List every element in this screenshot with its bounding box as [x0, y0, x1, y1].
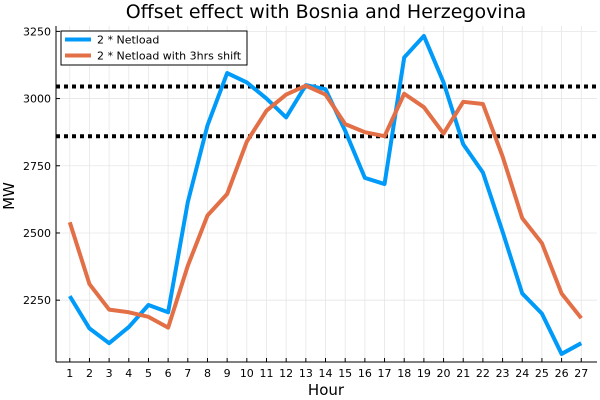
- tick-labels: 1 2 3 4 5 6 7 8 9 10 11 12 13 14 15 16 17 18 19 20 21 22 23 24 2…: [23, 25, 588, 380]
- x-tick-label: 12: [279, 367, 293, 380]
- y-tick-label: 2250: [23, 294, 51, 307]
- axes: [55, 26, 597, 363]
- chart-title: Offset effect with Bosnia and Herzegovin…: [126, 1, 527, 23]
- x-tick-label: 20: [437, 367, 451, 380]
- y-axis-label: MW: [0, 182, 18, 210]
- y-tick-label: 2500: [23, 227, 51, 240]
- x-tick-label: 24: [515, 367, 529, 380]
- x-tick-label: 25: [535, 367, 549, 380]
- x-tick-label: 5: [145, 367, 152, 380]
- x-tick-label: 4: [125, 367, 132, 380]
- x-tick-label: 27: [574, 367, 588, 380]
- x-tick-label: 7: [184, 367, 191, 380]
- x-tick-label: 16: [358, 367, 372, 380]
- x-tick-label: 3: [106, 367, 113, 380]
- x-tick-label: 13: [299, 367, 313, 380]
- reference-lines: [56, 84, 597, 139]
- x-tick-label: 26: [555, 367, 569, 380]
- series-line-shifted: [67, 83, 583, 330]
- y-tick-label: 3000: [23, 93, 51, 106]
- x-tick-label: 8: [204, 367, 211, 380]
- x-tick-label: 21: [456, 367, 470, 380]
- legend: 2 * Netload 2 * Netload with 3hrs shift: [60, 30, 248, 66]
- x-tick-label: 9: [224, 367, 231, 380]
- series-line-netload: [68, 33, 583, 356]
- y-tick-label: 3250: [23, 25, 51, 38]
- x-tick-label: 2: [86, 367, 93, 380]
- x-tick-label: 11: [259, 367, 273, 380]
- series-lines: [67, 33, 583, 356]
- legend-box: [60, 30, 248, 66]
- x-axis-label: Hour: [308, 381, 345, 399]
- x-tick-label: 10: [240, 367, 254, 380]
- y-tick-label: 2750: [23, 160, 51, 173]
- x-tick-label: 1: [66, 367, 73, 380]
- x-tick-label: 6: [165, 367, 172, 380]
- x-tick-label: 14: [319, 367, 333, 380]
- legend-label-netload: 2 * Netload: [97, 34, 159, 47]
- x-tick-label: 15: [338, 367, 352, 380]
- x-tick-label: 23: [496, 367, 510, 380]
- x-tick-label: 19: [417, 367, 431, 380]
- x-tick-label: 17: [378, 367, 392, 380]
- x-tick-label: 22: [476, 367, 490, 380]
- legend-label-shifted: 2 * Netload with 3hrs shift: [97, 50, 242, 63]
- x-tick-label: 18: [397, 367, 411, 380]
